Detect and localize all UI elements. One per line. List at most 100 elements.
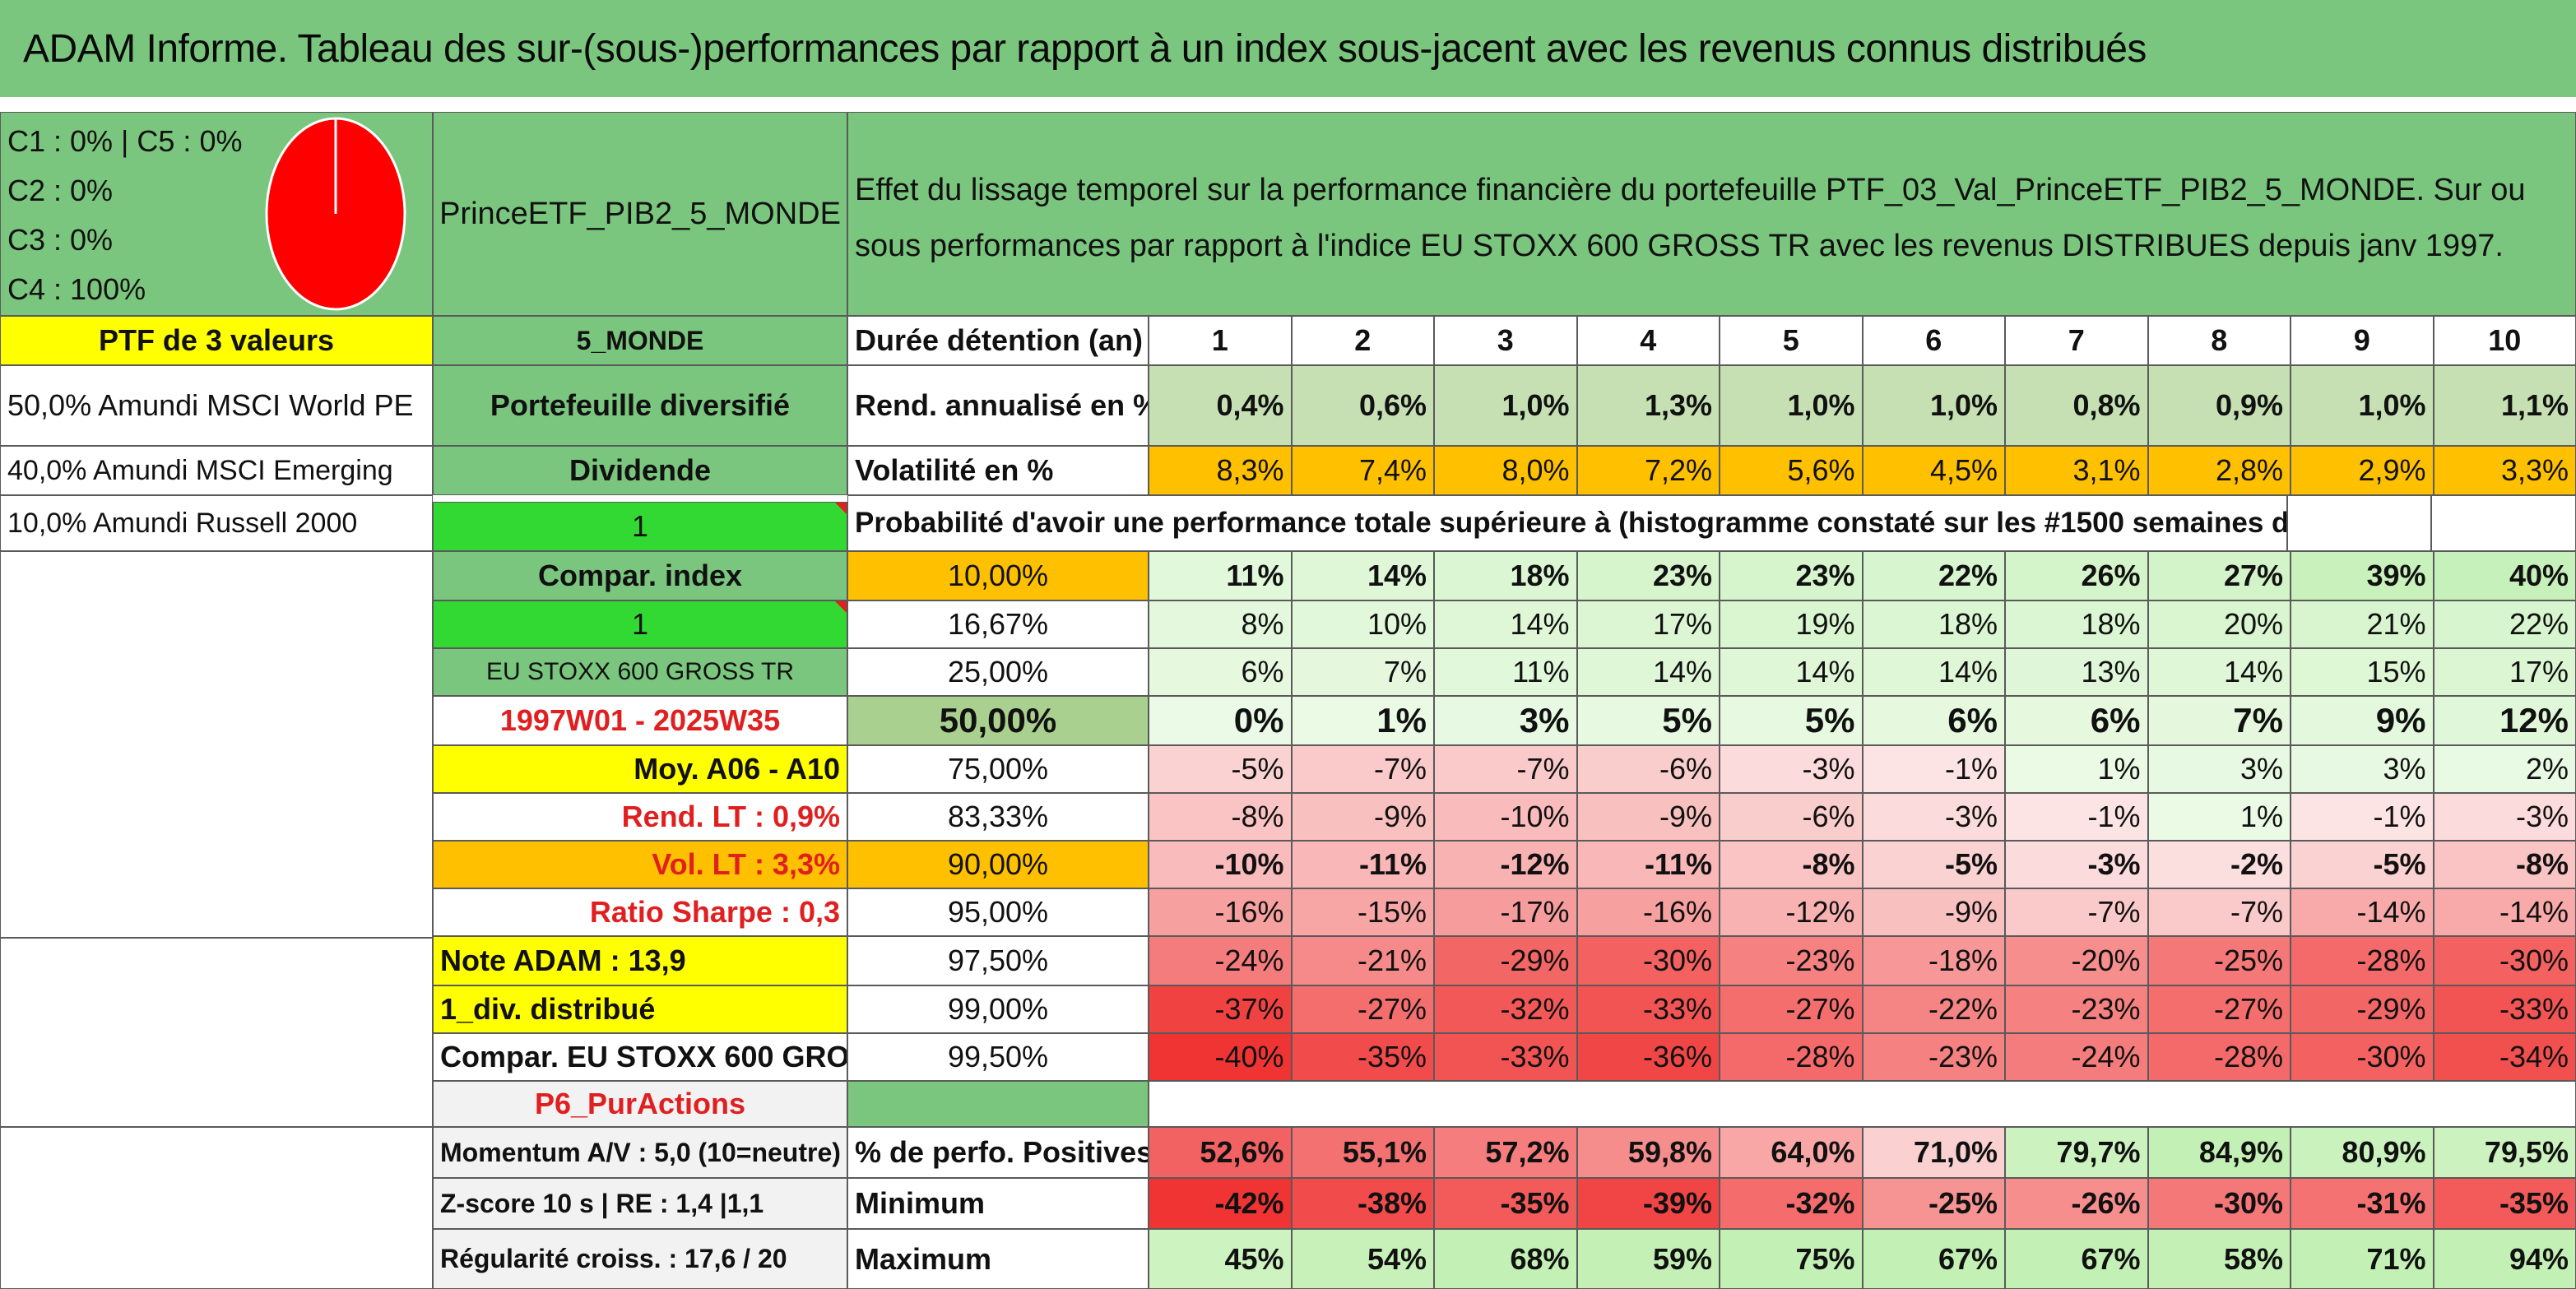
category-c3: C3 : 0% bbox=[7, 223, 114, 257]
year-header-5: 5 bbox=[1720, 316, 1863, 365]
index-flag-input[interactable]: 1 bbox=[433, 600, 847, 648]
vol-cell: 2,9% bbox=[2291, 446, 2434, 495]
rend-cell: 1,0% bbox=[1434, 365, 1577, 446]
quantile-cell: -10% bbox=[1434, 793, 1577, 841]
quantile-cell: 6% bbox=[1862, 696, 2005, 745]
quantile-cell: -28% bbox=[2147, 1033, 2291, 1081]
rend-cell: 1,0% bbox=[1720, 365, 1863, 446]
vol-cell: 8,3% bbox=[1149, 446, 1292, 495]
quantile-cell: 5% bbox=[1576, 696, 1720, 745]
rend-cell: 1,0% bbox=[1862, 365, 2005, 446]
year-header-3: 3 bbox=[1434, 316, 1577, 365]
max-cell: 68% bbox=[1434, 1229, 1577, 1289]
quantile-cell: -17% bbox=[1434, 888, 1577, 936]
quantile-cell: -11% bbox=[1291, 841, 1434, 888]
quantile-cell: -8% bbox=[2433, 841, 2576, 888]
quantile-cell: 18% bbox=[1434, 551, 1577, 600]
index-flag-value: 1 bbox=[631, 607, 649, 641]
ratio-sharpe: Ratio Sharpe : 0,3 bbox=[433, 888, 847, 936]
pos-cell: 84,9% bbox=[2147, 1127, 2291, 1178]
quantile-cell: 3% bbox=[1434, 696, 1577, 745]
vol-cell: 7,2% bbox=[1576, 446, 1720, 495]
dividende-label: Dividende bbox=[433, 446, 847, 495]
min-cell: -35% bbox=[1434, 1178, 1577, 1229]
rend-lt: Rend. LT : 0,9% bbox=[433, 793, 847, 841]
quantile-cell: 12% bbox=[2433, 696, 2576, 745]
quantile-cell: 39% bbox=[2291, 551, 2434, 600]
quantile-label: 95,00% bbox=[847, 888, 1149, 936]
quantile-cell: -8% bbox=[1149, 793, 1292, 841]
vol-cell: 7,4% bbox=[1291, 446, 1434, 495]
rend-cell: 0,4% bbox=[1149, 365, 1292, 446]
quantile-cell: -29% bbox=[2291, 985, 2434, 1033]
quantile-cell: -23% bbox=[1720, 936, 1863, 985]
quantile-cell: 9% bbox=[2291, 696, 2434, 745]
year-header-6: 6 bbox=[1862, 316, 2005, 365]
quantile-cell: -24% bbox=[1149, 936, 1292, 985]
quantile-cell: -40% bbox=[1149, 1033, 1292, 1081]
year-header-10: 10 bbox=[2433, 316, 2576, 365]
quantile-cell: 22% bbox=[1862, 551, 2005, 600]
quantile-cell: 11% bbox=[1149, 551, 1292, 600]
quantile-label: 10,00% bbox=[847, 551, 1149, 600]
min-cell: -26% bbox=[2005, 1178, 2148, 1229]
quantile-cell: -28% bbox=[1720, 1033, 1863, 1081]
quantile-cell: 6% bbox=[2005, 696, 2148, 745]
dividend-flag-value: 1 bbox=[631, 509, 649, 543]
quantile-cell: -30% bbox=[2433, 936, 2576, 985]
note-adam: Note ADAM : 13,9 bbox=[433, 936, 847, 985]
quantile-cell: 5% bbox=[1720, 696, 1863, 745]
rend-cell: 0,9% bbox=[2147, 365, 2291, 446]
pos-cell: 59,8% bbox=[1576, 1127, 1720, 1178]
quantile-cell: -30% bbox=[2291, 1033, 2434, 1081]
quantile-cell: 3% bbox=[2291, 745, 2434, 793]
quantile-cell: 23% bbox=[1576, 551, 1720, 600]
quantile-cell: -14% bbox=[2433, 888, 2576, 936]
year-header-8: 8 bbox=[2147, 316, 2291, 365]
min-cell: -38% bbox=[1291, 1178, 1434, 1229]
quantile-cell: 1% bbox=[2147, 793, 2291, 841]
quantile-cell: 0% bbox=[1149, 696, 1292, 745]
quantile-label: 75,00% bbox=[847, 745, 1149, 793]
quantile-cell: 19% bbox=[1720, 600, 1863, 648]
rend-cell: 0,6% bbox=[1291, 365, 1434, 446]
spacer-row bbox=[0, 97, 2576, 112]
quantile-cell: 15% bbox=[2291, 648, 2434, 696]
year-header-9: 9 bbox=[2291, 316, 2434, 365]
quantile-cell: 27% bbox=[2147, 551, 2291, 600]
quantile-cell: -3% bbox=[2005, 841, 2148, 888]
quantile-cell: 14% bbox=[1291, 551, 1434, 600]
rend-cell: 1,3% bbox=[1576, 365, 1720, 446]
quantile-cell: -6% bbox=[1576, 745, 1720, 793]
quantile-cell: -14% bbox=[2291, 888, 2434, 936]
quantile-cell: 22% bbox=[2433, 600, 2576, 648]
dividend-flag-input[interactable]: 1 bbox=[433, 502, 847, 551]
quantile-cell: -27% bbox=[2147, 985, 2291, 1033]
quantile-cell: 3% bbox=[2147, 745, 2291, 793]
blank-cell bbox=[2287, 495, 2431, 551]
max-cell: 67% bbox=[2005, 1229, 2148, 1289]
quantile-cell: -12% bbox=[1720, 888, 1863, 936]
quantile-cell: 17% bbox=[2433, 648, 2576, 696]
quantile-cell: 26% bbox=[2005, 551, 2148, 600]
rend-label: Rend. annualisé en % bbox=[847, 365, 1149, 446]
blank-cells-3 bbox=[0, 1127, 433, 1289]
quantile-cell: -20% bbox=[2005, 936, 2148, 985]
quantile-cell: -6% bbox=[1720, 793, 1863, 841]
page-title: ADAM Informe. Tableau des sur-(sous-)per… bbox=[0, 0, 2576, 97]
div-distribue: 1_div. distribué bbox=[433, 985, 847, 1033]
quantile-cell: -7% bbox=[1434, 745, 1577, 793]
vol-cell: 3,1% bbox=[2005, 446, 2148, 495]
quantile-cell: -15% bbox=[1291, 888, 1434, 936]
blank-row bbox=[847, 1081, 1149, 1127]
quantile-cell: 10% bbox=[1291, 600, 1434, 648]
quantile-cell: -11% bbox=[1576, 841, 1720, 888]
year-header-2: 2 bbox=[1291, 316, 1434, 365]
vol-cell: 8,0% bbox=[1434, 446, 1577, 495]
quantile-cell: 1% bbox=[2005, 745, 2148, 793]
quantile-cell: -23% bbox=[1862, 1033, 2005, 1081]
regularite: Régularité croiss. : 17,6 / 20 bbox=[433, 1229, 847, 1289]
quantile-cell: 8% bbox=[1149, 600, 1292, 648]
quantile-cell: 23% bbox=[1720, 551, 1863, 600]
category-c4: C4 : 100% bbox=[7, 272, 146, 306]
